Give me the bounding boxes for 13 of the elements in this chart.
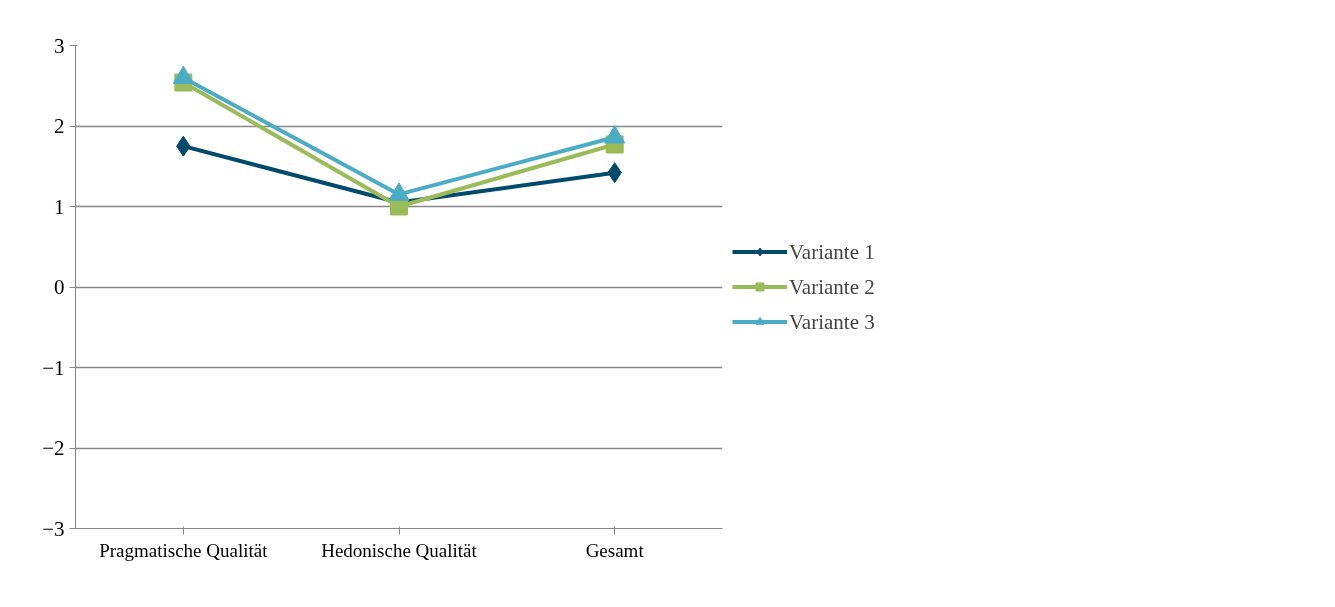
y-tick-label: −3 (42, 516, 65, 541)
legend-label: Variante 3 (789, 309, 875, 334)
y-tick-label: 1 (54, 194, 65, 219)
y-tick-label: 0 (54, 275, 65, 299)
legend-label: Variante 2 (789, 274, 875, 299)
legend-label: Variante 1 (789, 239, 875, 264)
x-tick-label: Gesamt (585, 539, 645, 561)
x-tick-label: Pragmatische Qualität (99, 539, 269, 561)
y-tick-label: −2 (42, 436, 65, 460)
x-tick-label: Hedonische Qualität (321, 539, 478, 561)
y-tick-label: 2 (54, 114, 65, 138)
y-tick-label: −1 (42, 355, 65, 380)
y-tick-label: 3 (54, 33, 65, 58)
